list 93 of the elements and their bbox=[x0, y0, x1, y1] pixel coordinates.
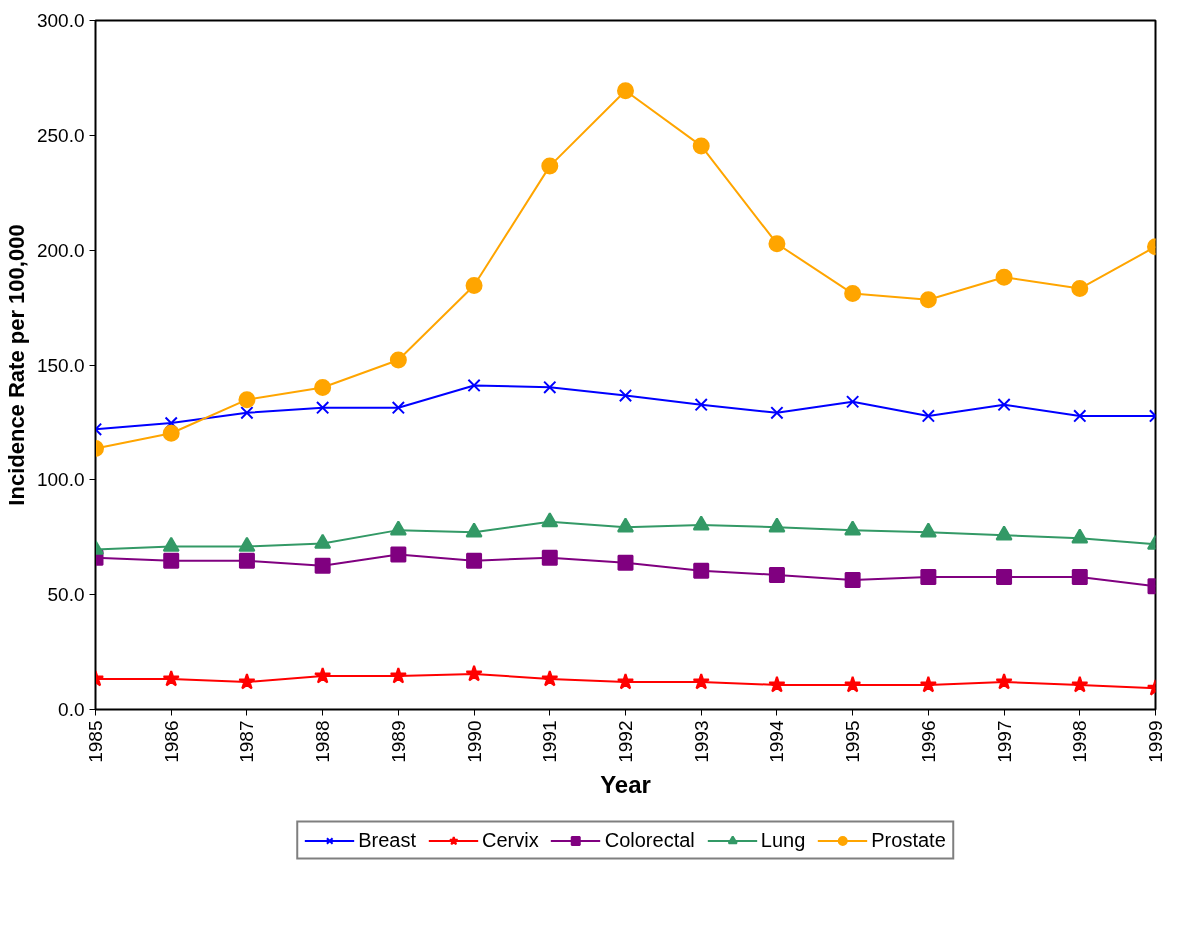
point bbox=[1071, 568, 1088, 585]
x-tick-label: 1997 bbox=[993, 720, 1015, 763]
y-tick-label: 100.0 bbox=[36, 469, 85, 491]
y-tick-label: 300.0 bbox=[36, 10, 85, 31]
point bbox=[919, 291, 937, 309]
point bbox=[844, 285, 862, 303]
point bbox=[617, 82, 634, 100]
point bbox=[238, 536, 256, 552]
point bbox=[692, 672, 710, 690]
point bbox=[693, 562, 710, 579]
point bbox=[543, 380, 557, 394]
x-tick-label: 1991 bbox=[539, 720, 561, 763]
point bbox=[768, 235, 786, 253]
legend-label: Cervix bbox=[482, 828, 539, 852]
point bbox=[162, 536, 180, 552]
point bbox=[770, 406, 784, 420]
point bbox=[163, 552, 180, 569]
point bbox=[314, 666, 332, 684]
point bbox=[541, 549, 558, 566]
point bbox=[314, 533, 332, 549]
point bbox=[694, 398, 708, 412]
point bbox=[162, 669, 180, 687]
point bbox=[466, 552, 483, 569]
point bbox=[238, 672, 256, 690]
x-tick-label: 1990 bbox=[463, 720, 485, 763]
point bbox=[240, 406, 254, 420]
point bbox=[844, 675, 862, 693]
point bbox=[541, 669, 559, 687]
legend-label: Colorectal bbox=[604, 828, 695, 852]
point bbox=[315, 401, 330, 415]
x-tick-label: 1999 bbox=[1145, 720, 1166, 763]
x-tick-label: 1996 bbox=[917, 720, 939, 763]
point bbox=[616, 672, 635, 690]
point bbox=[1071, 675, 1089, 693]
x-tick-label: 1986 bbox=[160, 720, 182, 763]
x-tick-label: 1998 bbox=[1069, 720, 1091, 763]
y-axis-title: Incidence Rate per 100,000 bbox=[3, 224, 29, 506]
point bbox=[845, 395, 860, 409]
x-tick-label: 1988 bbox=[312, 720, 334, 763]
x-tick-label: 1987 bbox=[236, 720, 258, 763]
point bbox=[1071, 528, 1089, 544]
point bbox=[996, 568, 1013, 585]
x-tick-label: 1995 bbox=[842, 720, 864, 763]
point bbox=[997, 398, 1011, 412]
point bbox=[618, 388, 633, 403]
point bbox=[390, 546, 407, 563]
point bbox=[919, 675, 937, 693]
x-axis-title: Year bbox=[600, 770, 651, 798]
point bbox=[467, 378, 481, 393]
x-tick-label: 1989 bbox=[387, 720, 409, 763]
point bbox=[238, 552, 255, 569]
point bbox=[692, 515, 710, 531]
point bbox=[391, 401, 406, 415]
point bbox=[919, 522, 937, 538]
point bbox=[920, 568, 937, 585]
y-tick-label: 200.0 bbox=[36, 239, 85, 261]
x-tick-label: 1994 bbox=[766, 720, 788, 763]
point bbox=[995, 268, 1013, 286]
point bbox=[389, 520, 407, 536]
legend-label: Prostate bbox=[871, 828, 946, 852]
x-tick-label: 1985 bbox=[85, 720, 106, 763]
point bbox=[692, 137, 710, 155]
point bbox=[1073, 409, 1087, 423]
point bbox=[617, 517, 634, 533]
point bbox=[768, 675, 786, 693]
point bbox=[921, 409, 936, 423]
point bbox=[162, 424, 180, 442]
point bbox=[389, 666, 407, 684]
point bbox=[314, 379, 332, 396]
point bbox=[844, 520, 862, 536]
point bbox=[314, 557, 331, 574]
point bbox=[995, 672, 1013, 690]
point bbox=[768, 566, 785, 583]
x-tick-label: 1992 bbox=[615, 720, 636, 763]
point bbox=[844, 571, 861, 588]
point bbox=[465, 522, 483, 538]
point bbox=[389, 351, 407, 369]
legend-label: Lung bbox=[760, 828, 806, 852]
y-tick-label: 50.0 bbox=[47, 584, 85, 606]
point bbox=[617, 554, 634, 571]
point bbox=[541, 512, 559, 528]
point bbox=[465, 277, 483, 295]
point bbox=[768, 517, 786, 533]
point bbox=[238, 391, 256, 409]
y-tick-label: 250.0 bbox=[36, 124, 85, 146]
point bbox=[541, 157, 559, 175]
point bbox=[1071, 280, 1089, 298]
point bbox=[995, 525, 1013, 541]
point bbox=[465, 664, 483, 682]
y-tick-label: 0.0 bbox=[58, 699, 85, 720]
legend-label: Breast bbox=[358, 828, 417, 852]
x-tick-label: 1993 bbox=[690, 720, 712, 763]
y-tick-label: 150.0 bbox=[36, 354, 85, 376]
